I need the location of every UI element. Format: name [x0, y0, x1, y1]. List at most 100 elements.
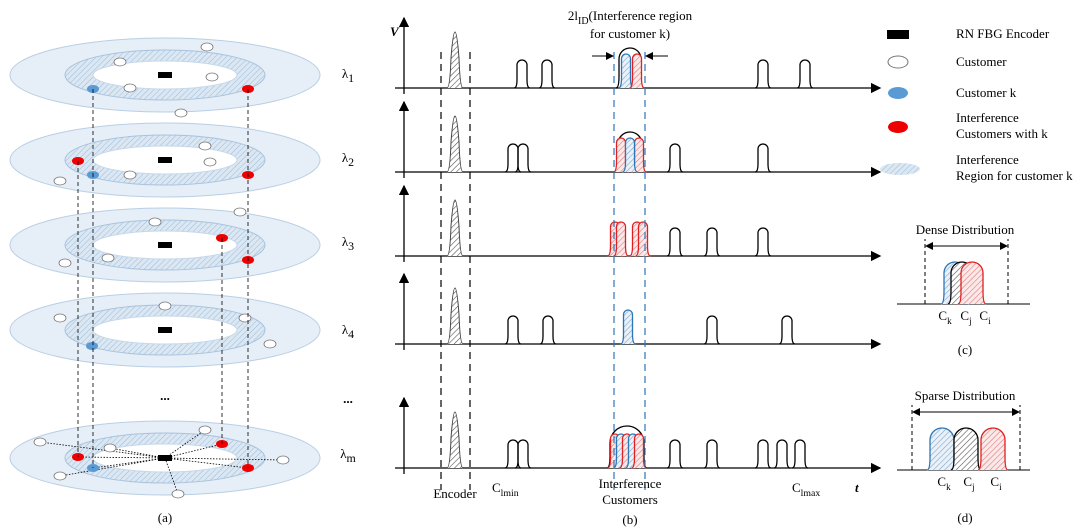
panel-title: Sparse Distribution — [915, 388, 1016, 403]
interference-label: Interference — [599, 476, 662, 491]
wavelength-label-sub: 4 — [348, 327, 354, 341]
customer — [159, 302, 171, 310]
axis-label: t — [855, 480, 859, 495]
customer-pulse — [667, 144, 683, 172]
ellipsis: ... — [160, 388, 170, 403]
customer-pulse — [539, 60, 555, 88]
region-label: 2lID(Interference region — [568, 8, 693, 27]
pulse-label-base: C — [960, 308, 969, 323]
customer — [277, 456, 289, 464]
pulse-label: Ck — [938, 308, 952, 326]
customer — [172, 490, 184, 498]
customer — [59, 259, 71, 267]
pulse-label: Cj — [963, 474, 974, 492]
legend-encoder — [887, 30, 909, 39]
pulse-label-sub: j — [971, 482, 975, 492]
distribution-pulse — [958, 262, 986, 304]
customer — [114, 58, 126, 66]
legend-text: RN FBG Encoder — [956, 26, 1050, 41]
legend-text: Interference — [956, 110, 1019, 125]
encoder-pulse — [447, 288, 463, 344]
axis-label: V — [390, 24, 400, 39]
customer-pulse — [540, 316, 556, 344]
pulse-label-base: C — [990, 474, 999, 489]
customer-pulse — [514, 60, 530, 88]
interference-pulse — [619, 54, 634, 88]
pulse-label-sub: j — [968, 316, 972, 326]
customer-pulse — [667, 440, 683, 468]
customer — [199, 426, 211, 434]
customer-k — [86, 342, 98, 350]
distribution-pulse — [951, 428, 981, 470]
c-min-label-base: C — [492, 480, 501, 495]
customer-pulse — [704, 228, 720, 256]
caption: (c) — [958, 342, 972, 357]
wavelength-label-sub: 2 — [348, 155, 354, 169]
panel-title: Dense Distribution — [916, 222, 1015, 237]
ellipsis: ... — [343, 391, 353, 406]
wavelength-label: λ3 — [342, 234, 354, 253]
wavelength-label-sub: 1 — [348, 71, 354, 85]
encoder-node — [158, 242, 172, 248]
customer-pulse — [755, 60, 771, 88]
region-main: 2l — [568, 8, 579, 23]
customer — [234, 208, 246, 216]
pulse-label: Ck — [937, 474, 951, 492]
customer — [201, 43, 213, 51]
pulse-label-base: C — [963, 474, 972, 489]
caption: (b) — [622, 512, 637, 527]
encoder-node — [158, 455, 172, 461]
customer-pulse — [755, 144, 771, 172]
wavelength-label: λ2 — [342, 150, 354, 169]
customer — [124, 84, 136, 92]
encoder-pulse — [447, 412, 463, 468]
interference-label: Customers — [602, 492, 658, 507]
customer — [264, 340, 276, 348]
customer-pulse — [774, 440, 790, 468]
customer — [199, 142, 211, 150]
legend-text: Region for customer k — [956, 168, 1073, 183]
customer — [34, 438, 46, 446]
customer-pulse — [505, 316, 521, 344]
customer — [54, 314, 66, 322]
customer-pulse — [755, 228, 771, 256]
region-rest: (Interference region — [589, 8, 693, 23]
legend-text: Customers with k — [956, 126, 1048, 141]
customer-pulse — [792, 440, 808, 468]
encoder-node — [158, 327, 172, 333]
c-max-label-sub: lmax — [801, 488, 821, 499]
customer-pulse — [704, 316, 720, 344]
pulse-label-sub: k — [946, 482, 951, 492]
encoder-node — [158, 72, 172, 78]
customer — [239, 314, 251, 322]
customer — [102, 254, 114, 262]
customer-pulse — [755, 440, 771, 468]
customer — [54, 472, 66, 480]
wavelength-label: λ1 — [342, 66, 354, 85]
c-min-label: Clmin — [492, 480, 519, 499]
customer — [204, 158, 216, 166]
pulse-label-sub: k — [947, 316, 952, 326]
region-label: for customer k) — [590, 26, 670, 41]
wavelength-label-sub: m — [347, 451, 357, 465]
customer-pulse — [797, 60, 813, 88]
encoder-label: Encoder — [433, 486, 477, 501]
pulse-label-sub: i — [988, 316, 991, 326]
pulse-label-base: C — [979, 308, 988, 323]
pulse-label-base: C — [938, 308, 947, 323]
customer — [124, 171, 136, 179]
customer — [104, 444, 116, 452]
customer-pulse — [779, 316, 795, 344]
customer — [206, 73, 218, 81]
customer — [54, 177, 66, 185]
customer — [149, 218, 161, 226]
wavelength-label: λm — [340, 446, 356, 465]
encoder-pulse — [447, 116, 463, 172]
legend-text: Customer k — [956, 85, 1017, 100]
legend-interference — [888, 121, 908, 133]
wavelength-label: λ4 — [342, 322, 354, 341]
region-sub: ID — [578, 16, 589, 27]
pulse-label: Ci — [979, 308, 991, 326]
figure: ...(a)λ1λ2λ3λ4λm...2lID(Interference reg… — [0, 0, 1073, 528]
c-min-label-sub: lmin — [501, 488, 519, 499]
